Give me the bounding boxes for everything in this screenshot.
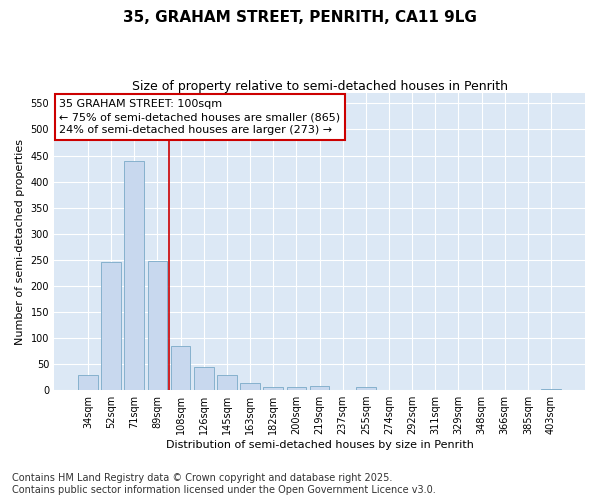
Bar xyxy=(240,383,260,390)
Bar xyxy=(287,388,306,390)
Text: 35 GRAHAM STREET: 100sqm
← 75% of semi-detached houses are smaller (865)
24% of : 35 GRAHAM STREET: 100sqm ← 75% of semi-d… xyxy=(59,99,340,136)
Bar xyxy=(310,386,329,390)
Bar xyxy=(171,346,190,390)
Bar xyxy=(78,376,98,390)
Text: 35, GRAHAM STREET, PENRITH, CA11 9LG: 35, GRAHAM STREET, PENRITH, CA11 9LG xyxy=(123,10,477,25)
Bar xyxy=(263,388,283,390)
Bar xyxy=(356,388,376,390)
Bar xyxy=(101,262,121,390)
Bar xyxy=(541,388,561,390)
Bar xyxy=(124,161,144,390)
Bar xyxy=(217,376,237,390)
Title: Size of property relative to semi-detached houses in Penrith: Size of property relative to semi-detach… xyxy=(131,80,508,93)
X-axis label: Distribution of semi-detached houses by size in Penrith: Distribution of semi-detached houses by … xyxy=(166,440,473,450)
Text: Contains HM Land Registry data © Crown copyright and database right 2025.
Contai: Contains HM Land Registry data © Crown c… xyxy=(12,474,436,495)
Bar xyxy=(194,366,214,390)
Y-axis label: Number of semi-detached properties: Number of semi-detached properties xyxy=(15,138,25,344)
Bar xyxy=(148,261,167,390)
